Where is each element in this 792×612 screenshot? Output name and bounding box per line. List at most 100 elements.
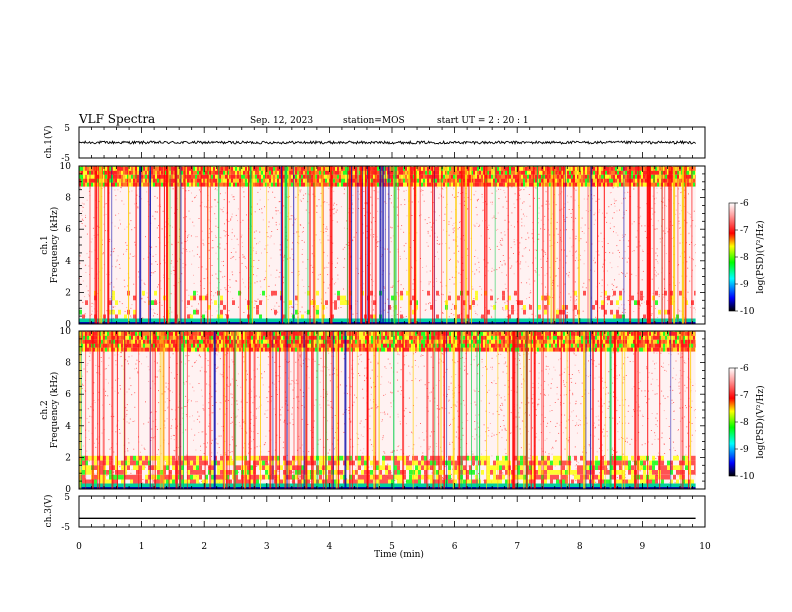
spectrogram-speckle: [688, 213, 690, 215]
spectrogram-band-cell: [469, 170, 471, 175]
spectrogram-band-cell: [523, 178, 525, 183]
spectrogram-low-cell: [190, 314, 193, 320]
spectrogram-speckle: [106, 273, 108, 275]
spectrogram-speckle: [333, 208, 335, 210]
spectrogram-low-cell: [466, 290, 469, 296]
spectrogram-band-cell: [377, 178, 379, 183]
spectrogram-speckle: [522, 306, 524, 308]
spectrogram-band-cell: [559, 170, 561, 175]
spectrogram-band-cell: [457, 182, 459, 187]
spectrogram-speckle: [482, 209, 484, 211]
spectrogram-speckle: [529, 304, 531, 305]
spectrogram-low-cell: [259, 300, 262, 305]
spectrogram-speckle: [516, 199, 518, 201]
spectrogram-band-cell: [497, 178, 499, 183]
spectrogram-speckle: [108, 240, 110, 242]
spectrogram-speckle: [453, 230, 455, 232]
spectrogram-band-cell: [625, 178, 627, 183]
spectrogram-speckle: [389, 251, 391, 253]
spectrogram-speckle: [506, 207, 508, 209]
spectrogram-speckle: [613, 231, 614, 233]
spectrogram-speckle: [211, 291, 212, 292]
spectrogram-band-cell: [245, 178, 247, 183]
spectrogram-band-cell: [569, 178, 571, 183]
spectrogram-low-cell: [133, 309, 136, 315]
spectrogram-speckle: [120, 223, 121, 225]
spectrogram-speckle: [154, 313, 156, 314]
spectrogram-streak: [89, 166, 91, 324]
spectrogram-band-cell: [445, 174, 447, 179]
spectrogram-speckle: [81, 218, 83, 220]
spectrogram-speckle: [621, 311, 623, 313]
spectrogram-speckle: [529, 283, 531, 285]
spectrogram-band-cell: [173, 174, 175, 179]
spectrogram-band-cell: [173, 178, 175, 183]
spectrogram-band-cell: [607, 178, 609, 183]
spectrogram-speckle: [391, 307, 392, 308]
spectrogram-speckle: [109, 238, 111, 240]
spectrogram-band-cell: [147, 174, 149, 179]
spectrogram-speckle: [593, 214, 595, 216]
spectrogram-band-cell: [241, 174, 243, 179]
spectrogram-speckle: [505, 309, 507, 311]
spectrogram-speckle: [403, 245, 405, 247]
spectrogram-band-cell: [407, 178, 409, 183]
spectrogram-band-cell: [117, 178, 119, 183]
spectrogram-speckle: [157, 211, 158, 213]
spectrogram-band-cell: [211, 182, 213, 187]
spectrogram-low-cell: [631, 295, 634, 301]
spectrogram-speckle: [356, 232, 357, 234]
spectrogram-speckle: [257, 268, 259, 269]
spectrogram-speckle: [79, 262, 81, 264]
spectrogram-band-cell: [237, 178, 239, 183]
spectrogram-speckle: [389, 198, 391, 200]
spectrogram-band-cell: [631, 178, 633, 183]
spectrogram-speckle: [263, 279, 265, 281]
spectrogram-streak: [348, 166, 351, 324]
spectrogram-band-cell: [525, 170, 527, 175]
spectrogram-speckle: [287, 239, 289, 241]
spectrogram-band-cell: [337, 182, 339, 187]
spectrogram-band-cell: [339, 170, 341, 175]
spectrogram-speckle: [265, 270, 267, 272]
spectrogram-speckle: [265, 245, 267, 247]
spectrogram-speckle: [521, 308, 523, 310]
spectrogram-speckle: [662, 201, 664, 203]
spectrogram-speckle: [400, 284, 402, 286]
spectrogram-band-cell: [335, 170, 337, 175]
spectrogram-speckle: [502, 307, 504, 309]
spectrogram-speckle: [506, 300, 508, 302]
spectrogram-band-cell: [223, 170, 225, 175]
spectrogram-speckle: [311, 245, 313, 247]
spectrogram-band-cell: [211, 174, 213, 179]
spectrogram-band-cell: [171, 182, 173, 187]
spectrogram-speckle: [435, 300, 437, 301]
spectrogram-speckle: [214, 213, 216, 215]
spectrogram-band-cell: [483, 178, 485, 183]
spectrogram-streak: [282, 166, 284, 324]
spectrogram-band-cell: [325, 174, 327, 179]
spectrogram-band-cell: [267, 174, 269, 179]
spectrogram-band-cell: [141, 182, 143, 187]
spectrogram-band-cell: [451, 170, 453, 175]
spectrogram-band-cell: [645, 174, 647, 179]
spectrogram-speckle: [651, 305, 653, 307]
spectrogram-speckle: [576, 295, 578, 297]
spectrogram-low-cell: [607, 295, 610, 301]
spectrogram-band-cell: [121, 174, 123, 179]
spectrogram-streak: [111, 166, 113, 324]
spectrogram-band-cell: [297, 182, 299, 187]
spectrogram-band-cell: [183, 182, 185, 187]
spectrogram-streak: [408, 166, 411, 324]
spectrogram-speckle: [196, 291, 198, 293]
spectrogram-band-cell: [609, 166, 611, 171]
spectrogram-speckle: [191, 305, 193, 307]
spectrogram-band-cell: [337, 178, 339, 183]
spectrogram-speckle: [155, 211, 157, 213]
spectrogram-streak: [178, 166, 181, 324]
spectrogram-streak: [648, 166, 650, 324]
spectrogram-band-cell: [441, 174, 443, 179]
spectrogram-band-cell: [519, 174, 521, 179]
spectrogram-speckle: [352, 194, 354, 196]
spectrogram-band-cell: [353, 174, 355, 179]
